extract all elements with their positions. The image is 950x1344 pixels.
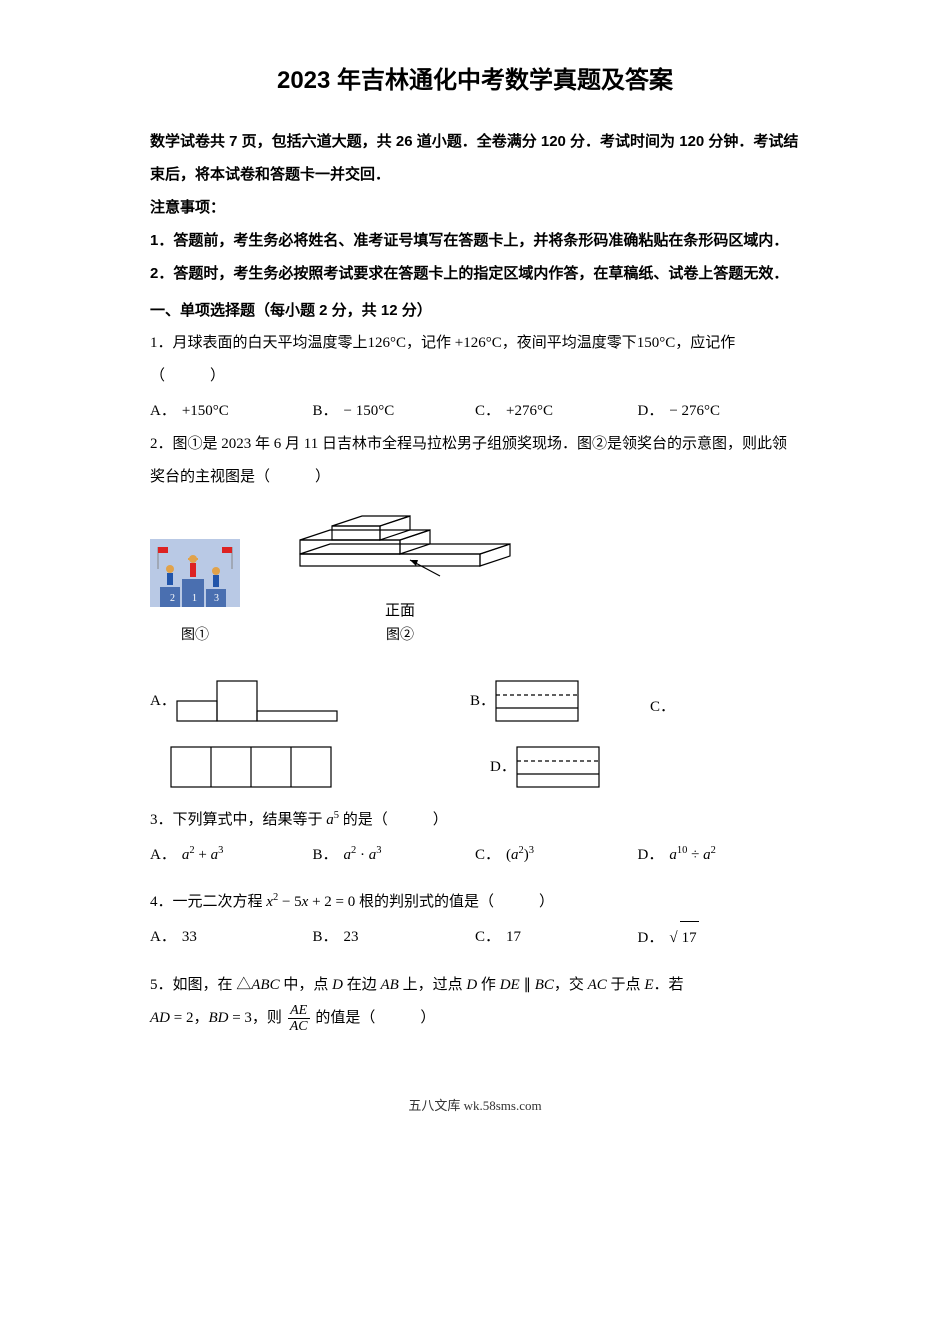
q3-options: A．a2 + a3 B．a2 · a3 C．(a2)3 D．a10 ÷ a2	[150, 839, 800, 872]
q3-option-a: A．a2 + a3	[150, 839, 313, 872]
q1-options: A．+150°C B．− 150°C C．+276°C D．− 276°C	[150, 395, 800, 428]
podium-iso-icon	[270, 504, 530, 594]
q2-option-b: B．	[470, 680, 650, 722]
q4-option-d: D．√17	[638, 921, 801, 955]
q3-option-c: C．(a2)3	[475, 839, 638, 872]
q2-fig1-caption: 图①	[150, 624, 240, 644]
q5-stem: 5．如图，在 △ABC 中，点 D 在边 AB 上，过点 D 作 DE ∥ BC…	[150, 969, 800, 1002]
q2-opt-c-icon	[170, 746, 332, 788]
q2-front-label: 正面	[270, 599, 530, 620]
podium-photo-icon: 2 1 3	[150, 539, 240, 615]
q3-stem: 3．下列算式中，结果等于 a5 的是（ ）	[150, 804, 800, 837]
q2-option-a: A．	[150, 680, 470, 722]
preamble-line-0: 数学试卷共 7 页，包括六道大题，共 26 道小题．全卷满分 120 分．考试时…	[150, 125, 800, 191]
q2-option-c: C．	[650, 692, 675, 722]
svg-text:2: 2	[170, 593, 175, 604]
footer-text: 五八文库 wk.58sms.com	[150, 1095, 800, 1114]
q4-options: A．33 B．23 C．17 D．√17	[150, 921, 800, 955]
q5-frac-den: AC	[288, 1019, 310, 1034]
q4-opt-d-rad: 17	[680, 921, 699, 955]
q2-fig2-caption: 图②	[270, 624, 530, 644]
q2-figures: 2 1 3 图①	[150, 504, 800, 644]
q2-figure-2: 正面 图②	[270, 504, 530, 644]
q1-opt-b-text: − 150°C	[344, 403, 395, 419]
q1-option-c: C．+276°C	[475, 395, 638, 428]
q2-opt-a-icon	[176, 680, 338, 722]
q2-figure-1: 2 1 3 图①	[150, 539, 240, 644]
q2-options: A． B． C．	[150, 680, 800, 788]
q4-option-a: A．33	[150, 921, 313, 955]
q1-stem: 1．月球表面的白天平均温度零上126°C，记作 +126°C，夜间平均温度零下1…	[150, 327, 800, 393]
q3-option-b: B．a2 · a3	[313, 839, 476, 872]
q2-option-d: D．	[490, 746, 600, 788]
q1-opt-c-text: +276°C	[506, 403, 553, 419]
q5-line2: AD = 2，BD = 3，则 AE AC 的值是（ ）	[150, 1002, 800, 1035]
page-title: 2023 年吉林通化中考数学真题及答案	[150, 60, 800, 95]
svg-text:1: 1	[192, 593, 197, 604]
q5-fraction: AE AC	[288, 1003, 310, 1035]
q1-opt-d-text: − 276°C	[669, 403, 720, 419]
preamble-line-3: 2．答题时，考生务必按照考试要求在答题卡上的指定区域内作答，在草稿纸、试卷上答题…	[150, 257, 800, 290]
q2-opt-c-label: C．	[650, 692, 675, 722]
q4-opt-c-text: 17	[506, 929, 521, 945]
q1-option-b: B．− 150°C	[313, 395, 476, 428]
q2-opt-b-icon	[495, 680, 579, 722]
q1-option-d: D．− 276°C	[638, 395, 801, 428]
svg-text:3: 3	[214, 593, 219, 604]
q2-stem: 2．图①是 2023 年 6 月 11 日吉林市全程马拉松男子组颁奖现场．图②是…	[150, 428, 800, 494]
q1-option-a: A．+150°C	[150, 395, 313, 428]
q2-option-c-svg-wrap	[150, 746, 490, 788]
q4-option-c: C．17	[475, 921, 638, 955]
q4-option-b: B．23	[313, 921, 476, 955]
q4-stem: 4．一元二次方程 x2 − 5x + 2 = 0 根的判别式的值是（ ）	[150, 886, 800, 919]
q4-opt-a-text: 33	[182, 929, 197, 945]
section-1-header: 一、单项选择题（每小题 2 分，共 12 分）	[150, 294, 800, 327]
q4-opt-b-text: 23	[344, 929, 359, 945]
q5-frac-num: AE	[288, 1003, 310, 1019]
q2-opt-d-icon	[516, 746, 600, 788]
q2-opt-a-label: A．	[150, 686, 176, 716]
preamble-line-1: 注意事项：	[150, 191, 800, 224]
q1-opt-a-text: +150°C	[182, 403, 229, 419]
q2-opt-d-label: D．	[490, 752, 516, 782]
q2-opt-b-label: B．	[470, 686, 495, 716]
preamble-line-2: 1．答题前，考生务必将姓名、准考证号填写在答题卡上，并将条形码准确粘贴在条形码区…	[150, 224, 800, 257]
q3-option-d: D．a10 ÷ a2	[638, 839, 801, 872]
